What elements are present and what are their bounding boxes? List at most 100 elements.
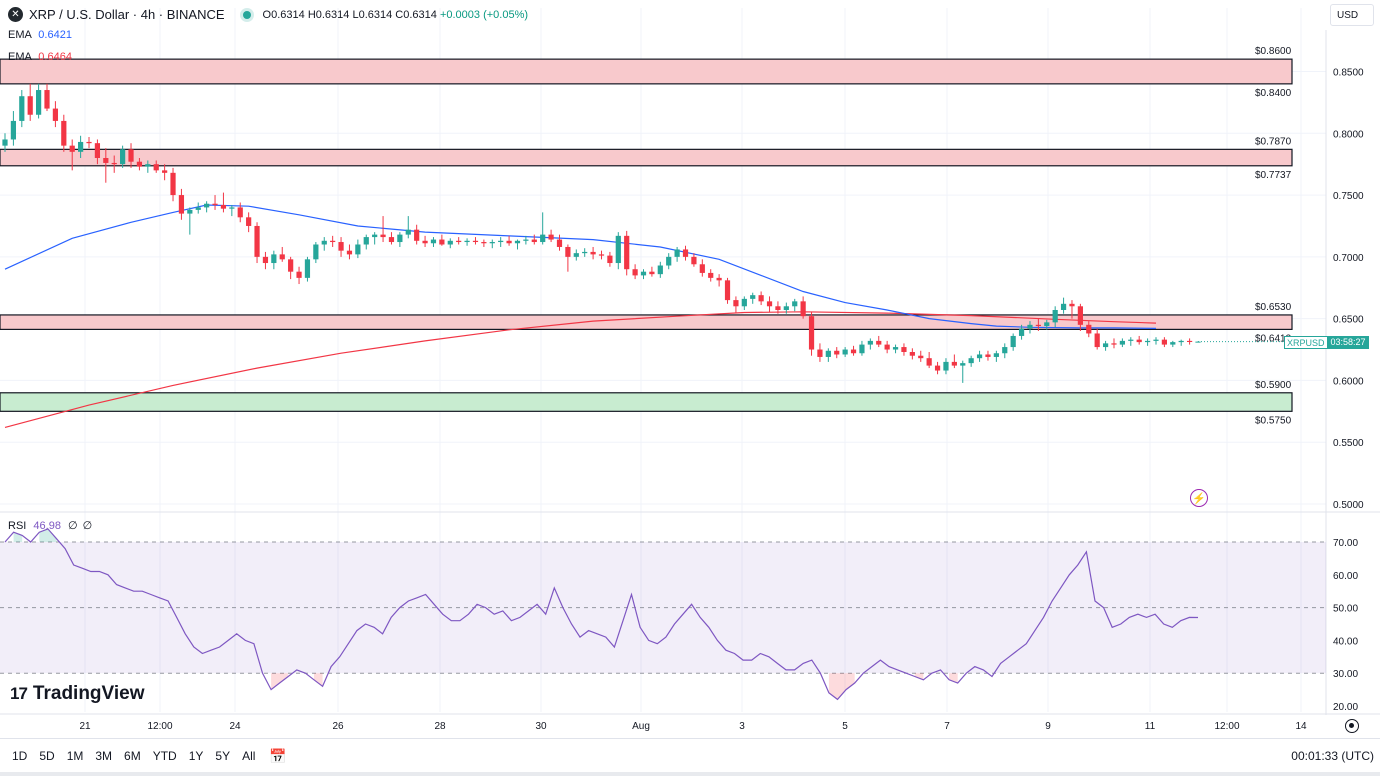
timeframe-1d[interactable]: 1D [12, 749, 28, 763]
lightning-icon[interactable]: ⚡ [1190, 489, 1208, 507]
candle-body [346, 250, 353, 255]
timeframe-1m[interactable]: 1M [66, 749, 84, 763]
candle-body [976, 354, 983, 359]
candle [472, 237, 479, 245]
zone-top-label: $0.7870 [1255, 136, 1292, 147]
xrp-icon: ✕ [8, 7, 23, 22]
candle [531, 234, 537, 245]
candle [439, 234, 445, 246]
timeframe-5y[interactable]: 5Y [215, 749, 231, 763]
candle-body [682, 249, 689, 257]
candle [666, 253, 672, 270]
candle [246, 212, 252, 233]
chart-canvas[interactable]: $0.8600 $0.8400 $0.7870 $0.7737 $0.6530 $0.64… [0, 0, 1380, 738]
candle-body [901, 347, 907, 353]
candle [1128, 337, 1134, 346]
candle-body [615, 235, 621, 264]
candle [733, 296, 739, 313]
symbol-legend[interactable]: ✕ XRP / U.S. Dollar · 4h · BINANCE O0.63… [8, 7, 528, 22]
candle [1044, 319, 1050, 330]
candle [363, 234, 369, 250]
rsi-overbought-fill [39, 528, 57, 542]
timeframe-5d[interactable]: 5D [39, 749, 55, 763]
candle-body [27, 96, 33, 115]
candle [338, 237, 344, 257]
candle-body [867, 340, 873, 345]
support-zone [0, 392, 1293, 412]
candle [582, 248, 588, 257]
candle [52, 101, 59, 128]
candle [111, 155, 117, 173]
candle-body [372, 234, 378, 238]
time-tick-label: 12:00 [1214, 721, 1239, 732]
candle [615, 232, 621, 270]
time-tick-label: 7 [944, 721, 950, 732]
candle-body [951, 361, 957, 366]
rsi-oversold-fill [313, 673, 323, 687]
ema-fast-legend[interactable]: EMA 0.6421 [8, 29, 72, 41]
candle [388, 232, 395, 245]
open-value: O0.6314 [262, 8, 305, 21]
candle [640, 269, 647, 280]
settings-icon[interactable] [1345, 719, 1359, 733]
candle-body [397, 234, 403, 243]
candle [817, 343, 823, 362]
price-tick-label: 0.5000 [1333, 500, 1364, 511]
candle-body [590, 251, 596, 255]
candle [624, 230, 630, 276]
zone-bottom-label: $0.7737 [1255, 170, 1292, 181]
candle [1002, 343, 1008, 359]
candle [934, 361, 941, 375]
calendar-icon[interactable]: 📅 [269, 747, 287, 764]
candle [170, 167, 176, 202]
candle-body [246, 217, 252, 226]
candle [514, 239, 521, 250]
rsi-oversold-fill [914, 673, 924, 680]
timeframe-ytd[interactable]: YTD [152, 749, 177, 763]
candle [464, 238, 470, 246]
candle-body [472, 240, 479, 243]
candle [304, 256, 311, 282]
timeframe-6m[interactable]: 6M [124, 749, 141, 763]
ema-slow-legend[interactable]: EMA 0.6464 [8, 51, 72, 63]
zone-top-label: $0.5900 [1255, 380, 1292, 391]
rsi-tick-label: 20.00 [1333, 702, 1358, 713]
candle [825, 348, 831, 362]
candle [414, 224, 420, 245]
candle-body [262, 256, 269, 264]
candle-body [968, 358, 974, 364]
candle [598, 250, 605, 260]
candle-body [1002, 347, 1008, 354]
rsi-oversold-fill [271, 673, 289, 690]
candle-body [128, 149, 134, 162]
candle [212, 195, 218, 210]
currency-button[interactable]: USD [1330, 4, 1374, 26]
timeframe-1y[interactable]: 1Y [188, 749, 204, 763]
timeframe-3m[interactable]: 3M [95, 749, 113, 763]
candle [850, 345, 857, 356]
candle-body [691, 256, 697, 265]
candle-body [825, 350, 831, 357]
candle [1153, 337, 1159, 345]
close-value: C0.6314 [395, 8, 437, 21]
rsi-tick-label: 40.00 [1333, 636, 1358, 647]
candle [792, 298, 798, 312]
candle-body [61, 120, 67, 146]
rsi-extra-2: ∅ [82, 520, 93, 532]
candle-body [19, 96, 25, 121]
candle-body [834, 350, 840, 355]
rsi-legend[interactable]: RSI 46.98 ∅ ∅ [8, 519, 92, 532]
candle [674, 246, 680, 262]
utc-clock[interactable]: 00:01:33 (UTC) [1291, 749, 1374, 763]
candle-body [1069, 303, 1075, 307]
time-tick-label: 11 [1145, 721, 1156, 732]
candle [481, 239, 487, 247]
candle-body [1094, 333, 1100, 348]
price-tag-countdown: 03:58:27 [1327, 336, 1369, 349]
timeframe-all[interactable]: All [242, 749, 256, 763]
candle [926, 352, 932, 369]
candle-body [288, 259, 294, 272]
candle-body [1086, 324, 1092, 334]
time-tick-label: 24 [229, 721, 241, 732]
candle [237, 202, 243, 223]
